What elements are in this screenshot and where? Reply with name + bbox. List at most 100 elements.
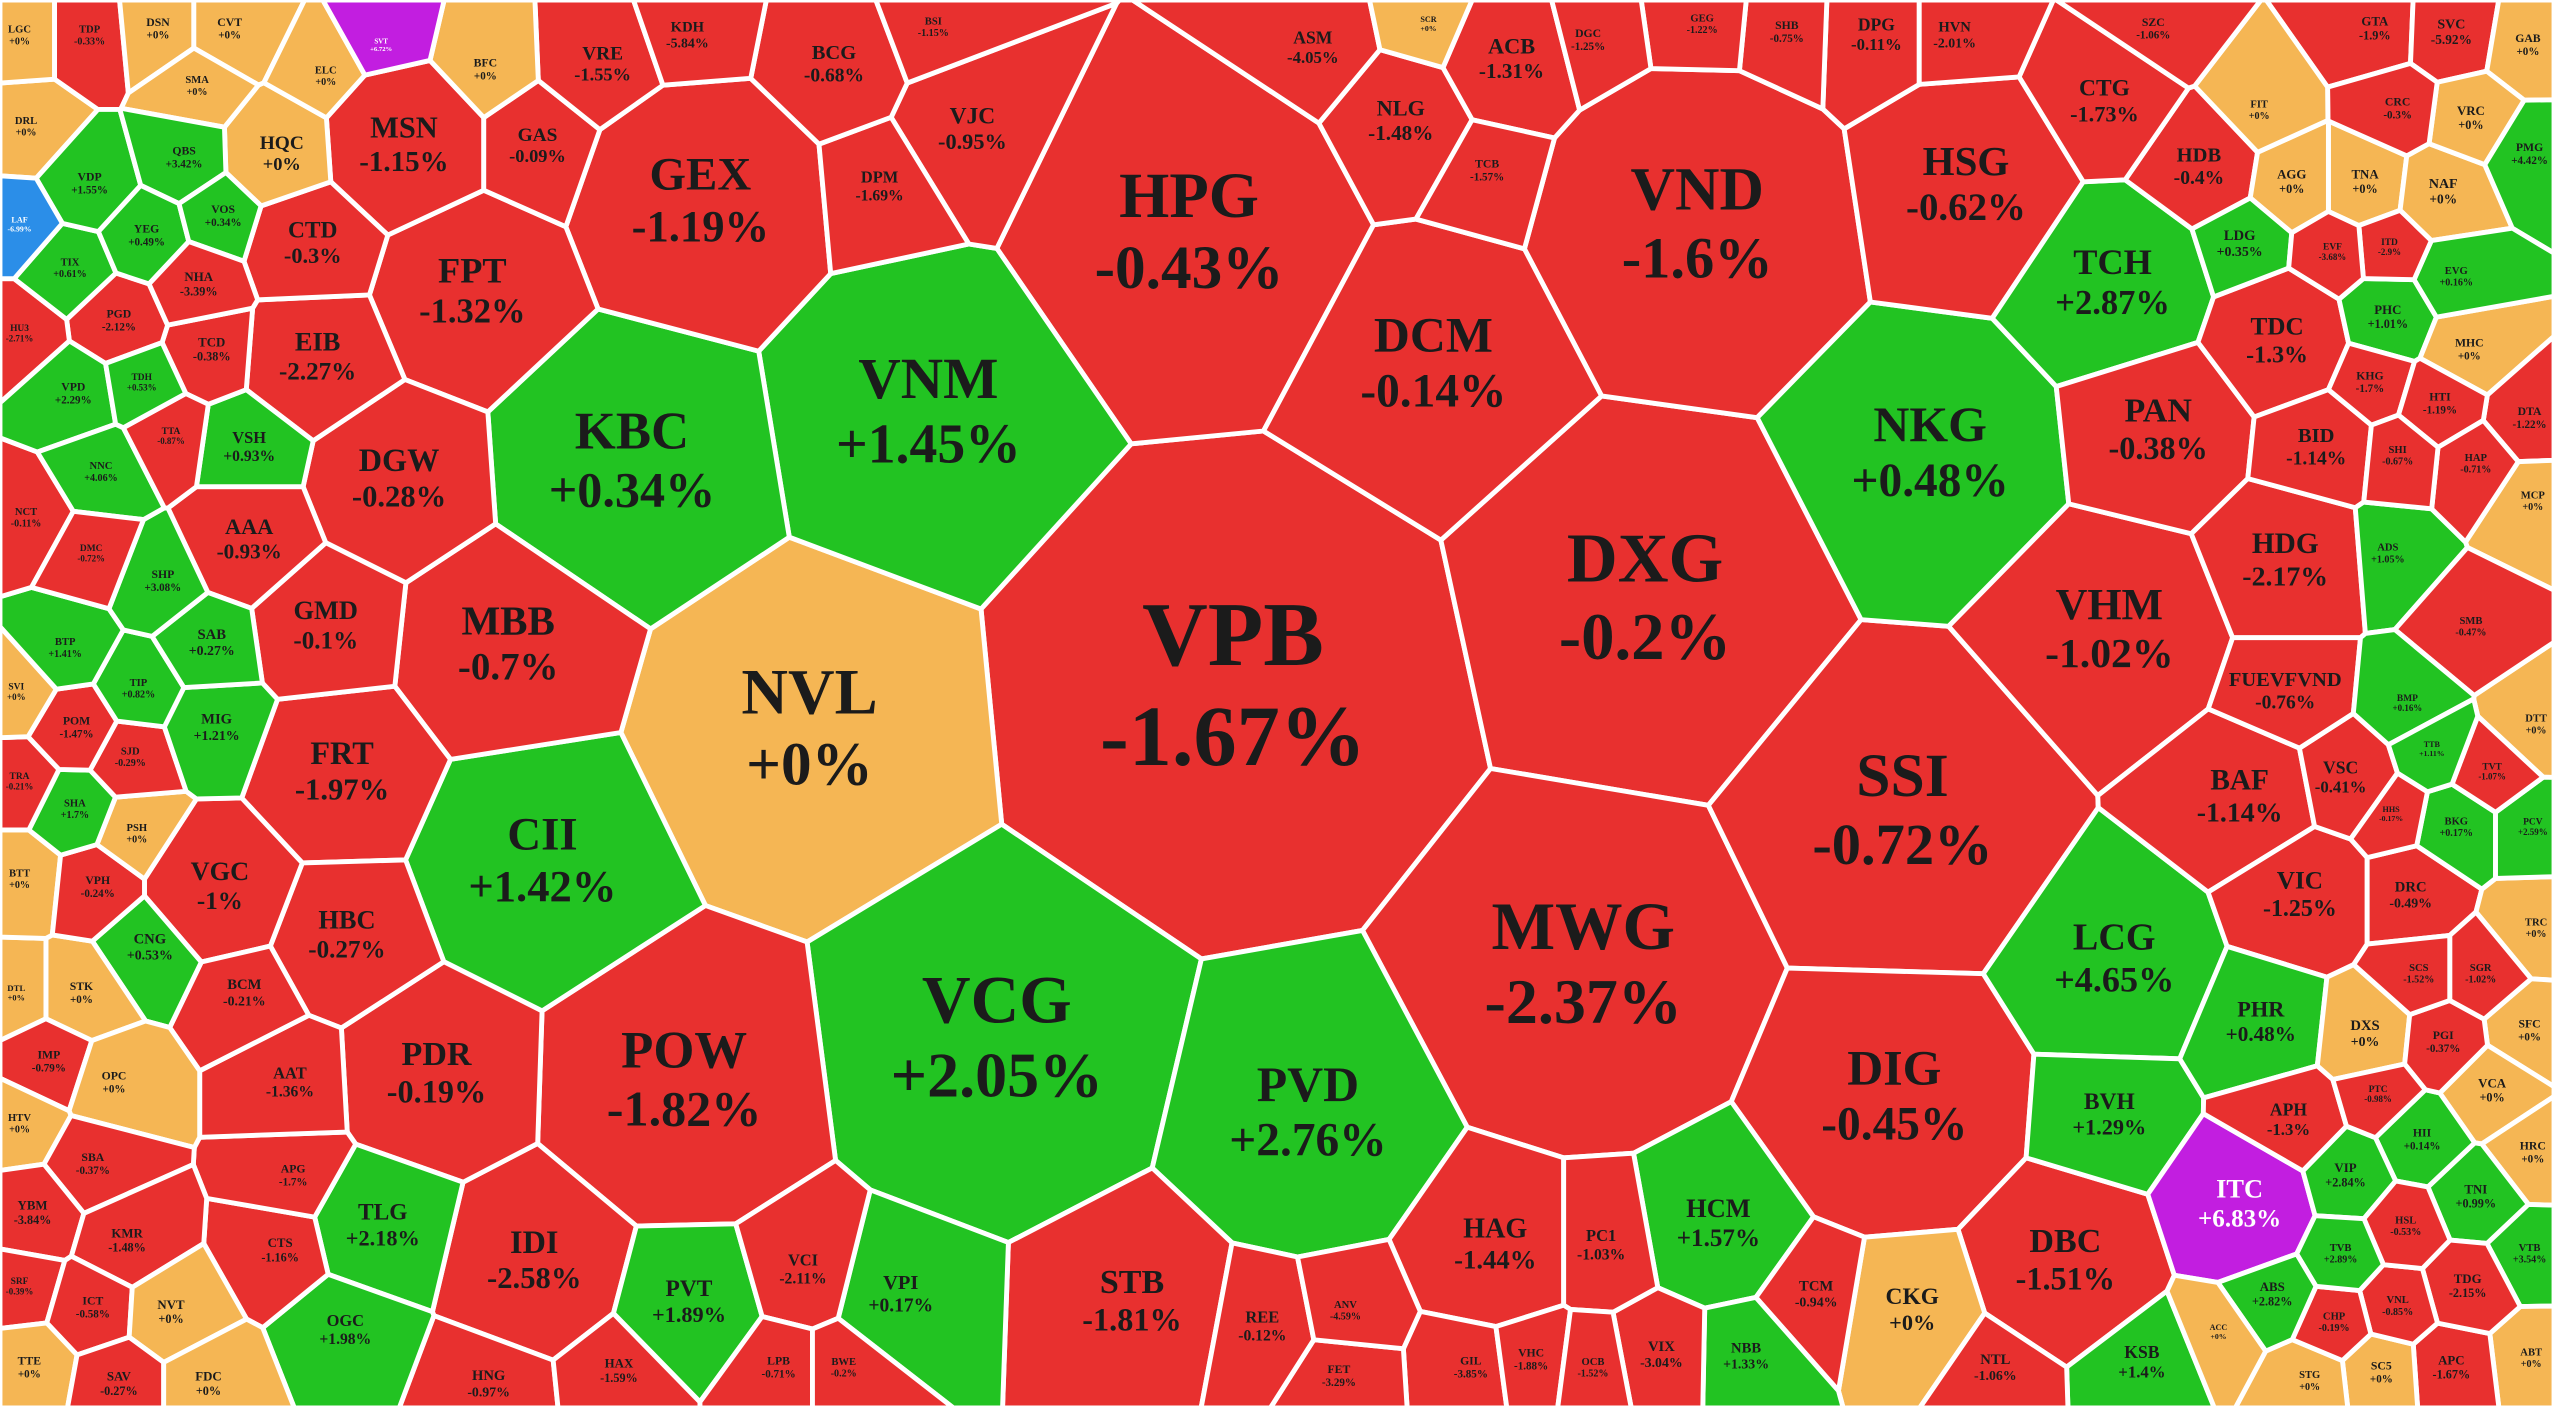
change-label: -0.68% — [804, 66, 864, 87]
change-label: -0.17% — [2379, 814, 2403, 823]
ticker: BFC — [474, 57, 497, 70]
change-label: -1.32% — [419, 292, 525, 330]
ticker: VNM — [858, 346, 998, 411]
ticker: ABT — [2520, 1347, 2542, 1358]
ticker: CRC — [2385, 96, 2410, 109]
cell-shape — [2482, 97, 2554, 256]
cell-shape — [261, 0, 368, 121]
ticker: HPG — [1119, 160, 1259, 231]
stock-cell: FDC+0% — [161, 1316, 297, 1408]
ticker: HNG — [472, 1368, 505, 1384]
ticker: ELC — [315, 65, 337, 76]
change-label: -0.21% — [223, 993, 266, 1008]
ticker: ITD — [2381, 238, 2398, 248]
stock-cell: CRC-0.3% — [2325, 60, 2440, 159]
change-label: -0.98% — [2364, 1094, 2392, 1104]
ticker: SCS — [2409, 963, 2429, 974]
cell-shape — [28, 508, 146, 612]
ticker: PC1 — [1586, 1226, 1616, 1245]
ticker: TCH — [2073, 242, 2152, 282]
ticker: APH — [2270, 1099, 2307, 1119]
change-label: -5.92% — [2431, 32, 2472, 47]
ticker: SGR — [2470, 963, 2492, 974]
ticker: VNL — [2386, 1295, 2408, 1306]
ticker: SVC — [2437, 17, 2465, 32]
change-label: +6.72% — [370, 46, 392, 53]
change-label: -1.52% — [1577, 1369, 1608, 1380]
ticker: HBC — [318, 905, 375, 935]
change-label: -0.28% — [352, 479, 446, 513]
change-label: -1.81% — [1082, 1301, 1181, 1337]
stock-cell: BSI-1.15% — [873, 0, 1122, 86]
ticker: SFC — [2518, 1018, 2540, 1031]
ticker: KDH — [671, 19, 705, 35]
change-label: -0.67% — [2382, 457, 2413, 468]
change-label: +0% — [8, 994, 25, 1003]
stock-cell: KHG-1.7% — [2325, 340, 2418, 428]
stock-cell: DGC-1.25% — [1549, 0, 1654, 113]
cell-shape — [1400, 1308, 1510, 1408]
change-label: +1.45% — [836, 413, 1021, 475]
change-label: +0% — [16, 128, 37, 139]
ticker: HDB — [2177, 145, 2222, 167]
change-label: +0% — [9, 880, 30, 891]
change-label: -0.72% — [77, 553, 105, 563]
change-label: -0.53% — [2390, 1227, 2421, 1238]
change-label: -0.76% — [2255, 693, 2315, 714]
ticker: FIT — [2250, 100, 2268, 111]
ticker: HAG — [1463, 1214, 1527, 1245]
change-label: +1.11% — [2419, 749, 2445, 758]
stock-cell: PDR-0.19% — [338, 959, 545, 1185]
change-label: +0% — [2526, 725, 2547, 736]
ticker: ANV — [1334, 1300, 1357, 1311]
ticker: GEX — [650, 149, 752, 201]
ticker: DRC — [2395, 880, 2427, 896]
ticker: EVF — [2323, 243, 2342, 253]
change-label: -0.33% — [74, 36, 105, 47]
ticker: LPB — [767, 1355, 790, 1368]
ticker: SRF — [11, 1277, 29, 1287]
change-label: -0.7% — [458, 646, 558, 689]
change-label: +0% — [9, 1124, 30, 1135]
ticker: CTD — [288, 217, 337, 243]
stock-cell: KDH-5.84% — [631, 0, 769, 88]
ticker: DXS — [2350, 1018, 2379, 1034]
change-label: +0.53% — [127, 948, 173, 963]
cell-shape — [1413, 117, 1557, 252]
ticker: DCM — [1374, 308, 1493, 363]
change-label: -6.99% — [8, 224, 32, 233]
change-label: +1.29% — [2072, 1115, 2146, 1140]
change-label: +1.05% — [2371, 554, 2404, 565]
change-label: +0.34% — [205, 217, 242, 229]
ticker: YEG — [134, 223, 159, 236]
ticker: TRC — [2525, 917, 2547, 928]
ticker: ABS — [2260, 1280, 2285, 1294]
stock-cell: HVN-2.01% — [1916, 0, 2056, 87]
ticker: TDC — [2250, 314, 2303, 341]
stock-cell: BCG-0.68% — [748, 0, 910, 147]
ticker: MSN — [370, 110, 438, 144]
change-label: +0% — [474, 70, 497, 82]
ticker: MWG — [1491, 889, 1675, 964]
change-label: -0.11% — [1851, 35, 1902, 54]
change-label: -1.7% — [279, 1176, 308, 1188]
change-label: +0% — [147, 30, 170, 42]
cell-shape — [103, 340, 189, 431]
stock-cell: HPG-0.43% — [994, 0, 1377, 447]
change-label: +0% — [2249, 111, 2270, 122]
ticker: BSI — [925, 17, 942, 28]
ticker: BVH — [2084, 1089, 2135, 1115]
ticker: NVL — [741, 657, 877, 728]
change-label: -5.84% — [666, 36, 709, 51]
ticker: VRE — [582, 43, 623, 64]
ticker: SC5 — [2371, 1360, 2392, 1373]
cell-shape — [1916, 0, 2056, 87]
ticker: FUEVFVND — [2229, 669, 2342, 691]
ticker: PTC — [2369, 1085, 2388, 1095]
ticker: GAB — [2515, 32, 2541, 45]
stock-cell: PGI-0.37% — [2402, 998, 2490, 1096]
change-label: -1.14% — [2286, 448, 2346, 469]
ticker: HDG — [2252, 528, 2319, 560]
stock-cell: GEG-1.22% — [1638, 0, 1749, 74]
ticker: FET — [1327, 1363, 1350, 1376]
